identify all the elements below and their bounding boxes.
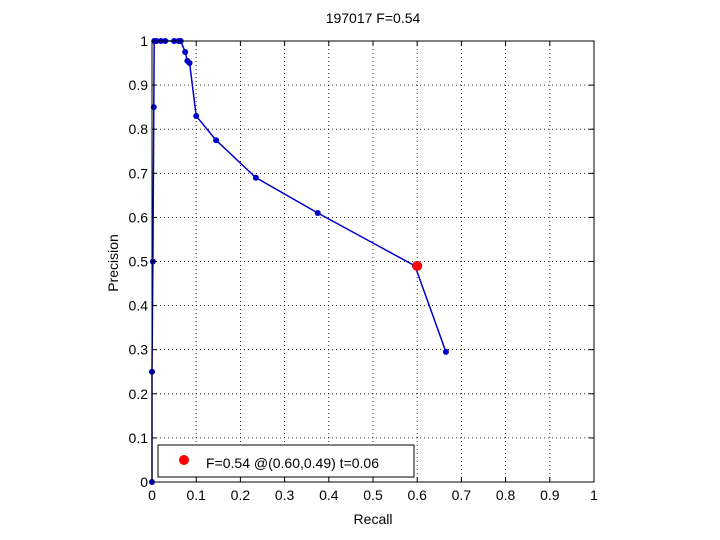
pr-curve-point xyxy=(252,174,259,181)
x-axis-label: Recall xyxy=(354,511,393,527)
x-tick-label: 0 xyxy=(148,487,156,503)
legend-box xyxy=(157,444,415,478)
x-tick-label: 0.1 xyxy=(186,487,206,503)
pr-curve-point xyxy=(193,112,200,119)
y-tick-label: 0.7 xyxy=(129,165,149,181)
axis-ticks: 0 0.1 0.2 0.3 0.4 0.5 0.6 0.7 0.8 0.9 1 0 0.1 0.2 0.3 0… xyxy=(129,33,599,503)
y-axis-label: Precision xyxy=(105,234,121,292)
y-tick-label: 0.2 xyxy=(129,386,149,402)
y-tick-label: 0 xyxy=(140,474,148,490)
x-tick-label: 1 xyxy=(590,487,598,503)
x-tick-label: 0.8 xyxy=(496,487,516,503)
y-tick-label: 0.6 xyxy=(129,209,149,225)
legend: F=0.54 @(0.60,0.49) t=0.06 xyxy=(157,444,415,478)
legend-marker xyxy=(179,455,189,465)
y-tick-label: 0.9 xyxy=(129,77,149,93)
x-tick-label: 0.2 xyxy=(231,487,251,503)
y-tick-label: 0.8 xyxy=(129,121,149,137)
x-tick-label: 0.4 xyxy=(319,487,339,503)
pr-curve-point xyxy=(213,137,220,144)
y-tick-label: 0.1 xyxy=(129,430,149,446)
x-tick-label: 0.6 xyxy=(407,487,427,503)
x-tick-label: 0.3 xyxy=(275,487,295,503)
pr-curve-point xyxy=(186,60,193,67)
x-tick-label: 0.5 xyxy=(363,487,383,503)
legend-label: F=0.54 @(0.60,0.49) t=0.06 xyxy=(206,455,379,471)
grid-lines xyxy=(152,41,594,482)
x-tick-label: 0.7 xyxy=(452,487,472,503)
y-tick-label: 1 xyxy=(140,33,148,49)
x-tick-label: 0.9 xyxy=(540,487,560,503)
pr-curve-point xyxy=(314,209,321,216)
chart-title: 197017 F=0.54 xyxy=(326,10,421,26)
series-layer xyxy=(149,38,449,485)
y-tick-label: 0.3 xyxy=(129,342,149,358)
best-f-point xyxy=(412,260,423,271)
y-tick-label: 0.4 xyxy=(129,298,149,314)
pr-curve-point xyxy=(182,49,189,56)
y-tick-label: 0.5 xyxy=(129,254,149,270)
pr-curve-point xyxy=(442,348,449,355)
